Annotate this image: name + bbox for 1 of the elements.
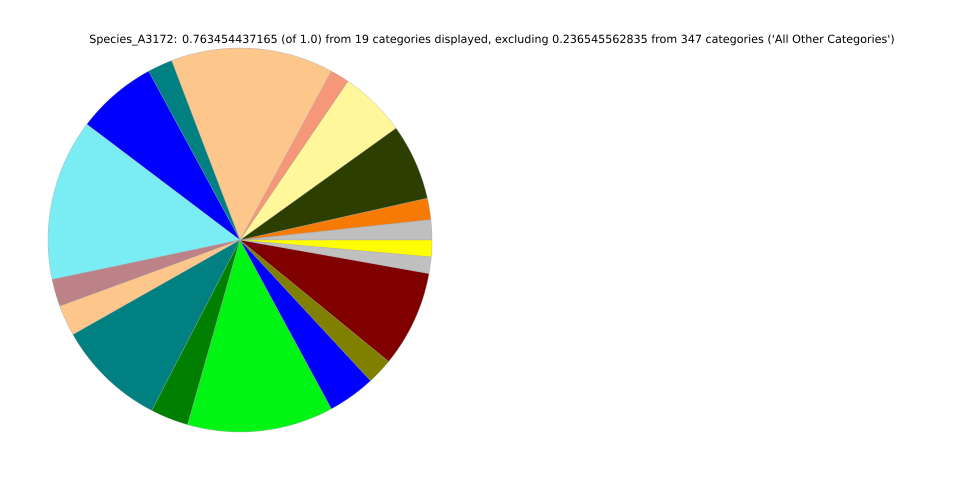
text: Species_A3172: 0.763454437165 (of 1.0) from 19 categories displayed, excluding 0.236545562835 from 347 categories ('All Other Categories') bbox=[90, 34, 894, 46]
